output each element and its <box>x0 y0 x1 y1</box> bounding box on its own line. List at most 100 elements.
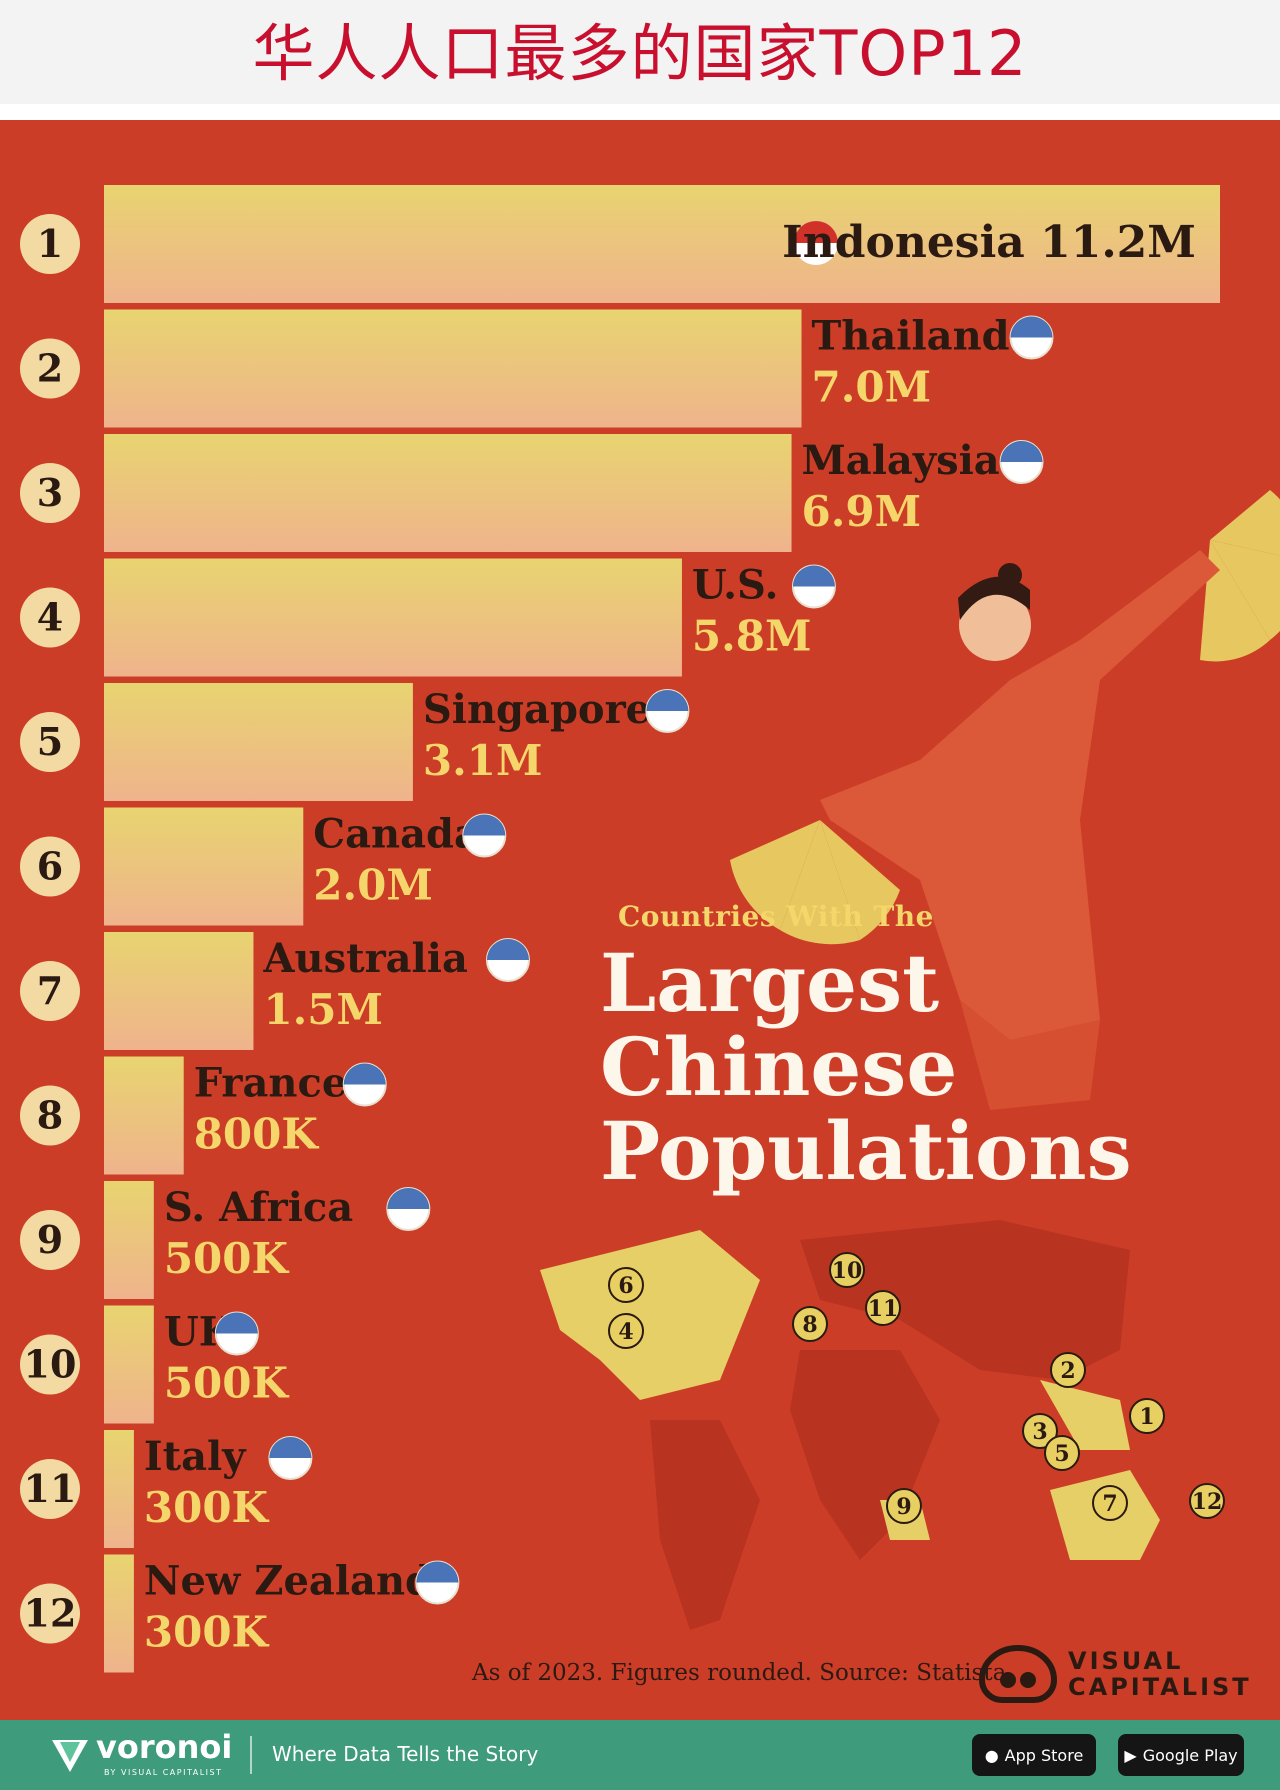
flag-icon <box>1009 315 1054 360</box>
value-label: 3.1M <box>423 736 543 785</box>
bar-malaysia <box>104 434 792 552</box>
apple-icon: ● <box>984 1745 999 1765</box>
bar-thailand <box>104 309 802 428</box>
svg-text:7: 7 <box>1102 1491 1117 1517</box>
flag-icon <box>791 564 836 609</box>
rank-number: 7 <box>37 968 63 1013</box>
rank-badge: 12 <box>20 1583 80 1644</box>
top-banner: 华人人口最多的国家TOP12 <box>0 0 1280 104</box>
category-label: Indonesia 11.2M <box>782 217 1196 268</box>
chart-subtitle: Countries With The <box>618 900 934 933</box>
category-label: S. Africa <box>164 1184 353 1231</box>
flag-icon <box>485 938 530 982</box>
svg-text:5: 5 <box>1054 1441 1069 1467</box>
value-label: 5.8M <box>692 612 812 661</box>
voronoi-wordmark: voronoi <box>96 1728 233 1766</box>
value-label: 6.9M <box>802 487 922 536</box>
map-marker: 12 <box>1189 1483 1225 1519</box>
infographic-poster: 1 Indonesia 11.2M 2 Thailand 7.0M 3 Malaysia 6.… <box>0 120 1280 1720</box>
svg-text:1: 1 <box>1139 1404 1154 1430</box>
flag-icon <box>645 689 690 733</box>
rank-number: 3 <box>37 470 63 515</box>
flag-icon <box>999 440 1044 484</box>
category-label: U.S. <box>692 562 779 609</box>
footer-divider <box>250 1736 252 1774</box>
rank-badge: 7 <box>20 961 80 1021</box>
rank-badge: 5 <box>20 712 80 772</box>
play-icon: ▶ <box>1124 1745 1137 1765</box>
map-marker: 9 <box>886 1488 922 1524</box>
bar-new-zealand <box>104 1554 134 1673</box>
category-label: France <box>194 1060 348 1107</box>
rank-badge: 9 <box>20 1210 80 1270</box>
value-label: 300K <box>144 1608 270 1657</box>
value-label: 1.5M <box>263 985 383 1034</box>
value-label: 300K <box>144 1483 270 1532</box>
map-marker: 10 <box>829 1252 865 1288</box>
bar-uk <box>104 1305 154 1424</box>
visual-capitalist-logo: VISUAL CAPITALIST <box>978 1640 1249 1710</box>
category-label: Thailand <box>812 313 1010 360</box>
rank-badge: 10 <box>20 1334 80 1395</box>
source-note: As of 2023. Figures rounded. Source: Sta… <box>472 1660 1007 1686</box>
footer-bar: voronoi BY VISUAL CAPITALIST Where Data … <box>0 1720 1280 1790</box>
svg-text:2: 2 <box>1060 1358 1075 1384</box>
rank-number: 1 <box>37 221 63 266</box>
dancer-illustration <box>540 490 1280 1630</box>
rank-badge: 1 <box>20 214 80 274</box>
category-label: Malaysia <box>802 437 1000 484</box>
chart-title: Largest Chinese Populations <box>600 936 1132 1198</box>
category-label: Singapore <box>423 686 651 733</box>
flag-icon <box>386 1187 431 1231</box>
svg-text:11: 11 <box>868 1296 899 1322</box>
svg-text:4: 4 <box>618 1319 633 1345</box>
bar-france <box>104 1056 184 1175</box>
map-marker: 1 <box>1129 1398 1165 1434</box>
map-marker: 5 <box>1044 1435 1080 1471</box>
svg-text:3: 3 <box>1032 1419 1047 1445</box>
svg-text:6: 6 <box>618 1273 633 1299</box>
map-marker: 4 <box>608 1313 644 1349</box>
category-label: Australia <box>262 935 467 982</box>
app-store-label: App Store <box>1004 1745 1084 1765</box>
left-fan-icon <box>730 820 900 945</box>
rank-badge: 2 <box>20 338 80 399</box>
rank-number: 11 <box>24 1466 77 1511</box>
map-marker: 6 <box>608 1267 644 1303</box>
rank-badge: 6 <box>20 836 80 897</box>
value-label: 500K <box>164 1234 290 1283</box>
rank-number: 9 <box>37 1217 63 1262</box>
chart-title-block: Countries With The Largest Chinese Populat… <box>600 900 1240 1193</box>
app-store-button[interactable]: ● App Store <box>972 1734 1096 1776</box>
value-label: 800K <box>194 1110 320 1159</box>
svg-text:8: 8 <box>802 1312 817 1338</box>
svg-text:12: 12 <box>1192 1489 1223 1515</box>
flag-icon <box>462 813 507 858</box>
value-label: 7.0M <box>812 363 932 412</box>
google-play-button[interactable]: ▶ Google Play <box>1118 1734 1244 1776</box>
flag-icon <box>415 1560 460 1605</box>
voronoi-logo[interactable]: voronoi BY VISUAL CAPITALIST <box>48 1728 238 1782</box>
rank-badge: 3 <box>20 463 80 523</box>
category-label: Canada <box>313 811 480 858</box>
flag-icon <box>342 1062 387 1107</box>
flag-icon <box>214 1311 259 1356</box>
map-marker: 7 <box>1092 1485 1128 1521</box>
rank-number: 10 <box>24 1342 77 1387</box>
map-marker: 8 <box>792 1306 828 1342</box>
svg-text:10: 10 <box>832 1258 863 1284</box>
bar-u-s- <box>104 558 682 677</box>
bar-italy <box>104 1430 134 1548</box>
voronoi-byline: BY VISUAL CAPITALIST <box>104 1768 223 1777</box>
vc-mark-icon <box>978 1644 1058 1703</box>
google-play-label: Google Play <box>1142 1745 1238 1765</box>
brand-line-2: CAPITALIST <box>1068 1673 1252 1701</box>
map-marker: 11 <box>865 1290 901 1326</box>
rank-number: 5 <box>37 719 63 764</box>
bar-singapore <box>104 683 413 801</box>
svg-text:9: 9 <box>896 1494 911 1520</box>
footer-tagline: Where Data Tells the Story <box>272 1742 539 1766</box>
brand-line-1: VISUAL <box>1068 1647 1184 1675</box>
bar-s-africa <box>104 1181 154 1299</box>
